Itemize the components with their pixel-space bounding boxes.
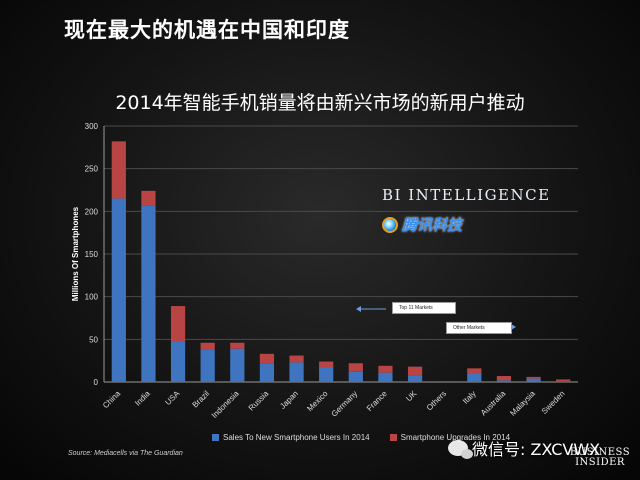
y-tick-label: 0 (94, 378, 99, 387)
top-markets-arrowhead (356, 306, 361, 312)
bar-upgrades (141, 190, 156, 206)
y-tick-label: 100 (85, 293, 99, 302)
x-tick-label: Russia (247, 389, 271, 413)
wechat-icon (448, 440, 473, 459)
bar-upgrades (467, 368, 482, 374)
source-note: Source: Mediacells via The Guardian (68, 450, 183, 457)
x-tick-label: Mexico (305, 389, 330, 414)
y-tick-label: 200 (85, 207, 99, 216)
bar-new-users (319, 367, 334, 382)
bar-upgrades (259, 353, 275, 364)
bar-new-users (467, 373, 482, 382)
bar-upgrades (526, 376, 541, 379)
x-tick-label: Malaysia (508, 389, 537, 418)
bar-new-users (378, 372, 393, 382)
bar-upgrades (348, 363, 363, 372)
y-tick-label: 300 (85, 122, 99, 131)
bar-new-users (200, 349, 215, 382)
other-markets-arrowhead (511, 324, 516, 330)
chart-legend: Sales To New Smartphone Users In 2014 Sm… (212, 433, 530, 442)
business-insider-logo: BUSINESS INSIDER (569, 447, 631, 468)
bar-upgrades (556, 379, 571, 382)
bar-upgrades (319, 361, 334, 368)
x-tick-label: China (101, 389, 123, 411)
bar-new-users (289, 362, 304, 382)
bar-new-users (348, 371, 363, 382)
bar-upgrades (230, 342, 245, 349)
y-tick-label: 150 (85, 250, 99, 259)
x-tick-label: Italy (461, 389, 478, 406)
bar-new-users (407, 375, 423, 382)
x-tick-label: Others (425, 389, 448, 412)
y-axis-label: Millions Of Smartphones (71, 206, 80, 301)
bar-upgrades (289, 355, 304, 363)
bar-upgrades (170, 306, 186, 342)
page-headline: 现在最大的机遇在中国和印度 (64, 18, 350, 42)
legend-label-new-users: Sales To New Smartphone Users In 2014 (223, 433, 370, 442)
bi-intelligence-logo: BI INTELLIGENCE (382, 186, 551, 204)
top-markets-callout: Top 11 Markets (392, 302, 456, 314)
x-tick-label: Germany (330, 389, 360, 419)
bar-upgrades (407, 366, 423, 376)
tencent-icon (382, 216, 398, 233)
x-tick-label: Japan (278, 389, 300, 411)
y-tick-label: 250 (85, 165, 99, 174)
legend-item-upgrades: Smartphone Upgrades In 2014 (389, 433, 511, 442)
bar-new-users (556, 381, 571, 382)
bar-new-users (170, 341, 186, 382)
wechat-label: 微信号: ZXCVWX (472, 440, 601, 459)
x-tick-label: India (133, 389, 152, 408)
x-tick-label: Brazil (191, 389, 212, 410)
wechat-watermark: 微信号: ZXCVWX (448, 436, 600, 460)
chart-title: 2014年智能手机销量将由新兴市场的新用户推动 (115, 92, 525, 114)
x-tick-label: USA (163, 389, 181, 407)
bar-upgrades (378, 365, 393, 373)
legend-item-new-users: Sales To New Smartphone Users In 2014 (212, 433, 370, 442)
bar-upgrades (200, 342, 215, 350)
tencent-tech-logo: 腾讯科技 (382, 214, 462, 235)
bar-upgrades (111, 141, 126, 199)
other-markets-callout: Other Markets (446, 322, 512, 334)
legend-swatch-new-users (212, 434, 219, 441)
legend-swatch-upgrades (389, 434, 397, 441)
bar-new-users (526, 378, 541, 382)
x-tick-label: Australia (479, 389, 508, 418)
bar-new-users (259, 363, 275, 382)
y-tick-label: 50 (89, 335, 98, 344)
bar-new-users (496, 380, 512, 382)
tencent-tech-label: 腾讯科技 (402, 216, 463, 234)
bar-upgrades (496, 376, 512, 381)
bar-new-users (230, 348, 245, 382)
bar-new-users (141, 205, 156, 382)
x-tick-label: UK (404, 389, 419, 404)
bar-new-users (111, 198, 126, 382)
x-tick-label: Indonesia (210, 389, 241, 420)
legend-label-upgrades: Smartphone Upgrades In 2014 (400, 433, 511, 442)
x-tick-label: France (365, 389, 389, 413)
x-tick-label: Sweden (540, 389, 567, 416)
